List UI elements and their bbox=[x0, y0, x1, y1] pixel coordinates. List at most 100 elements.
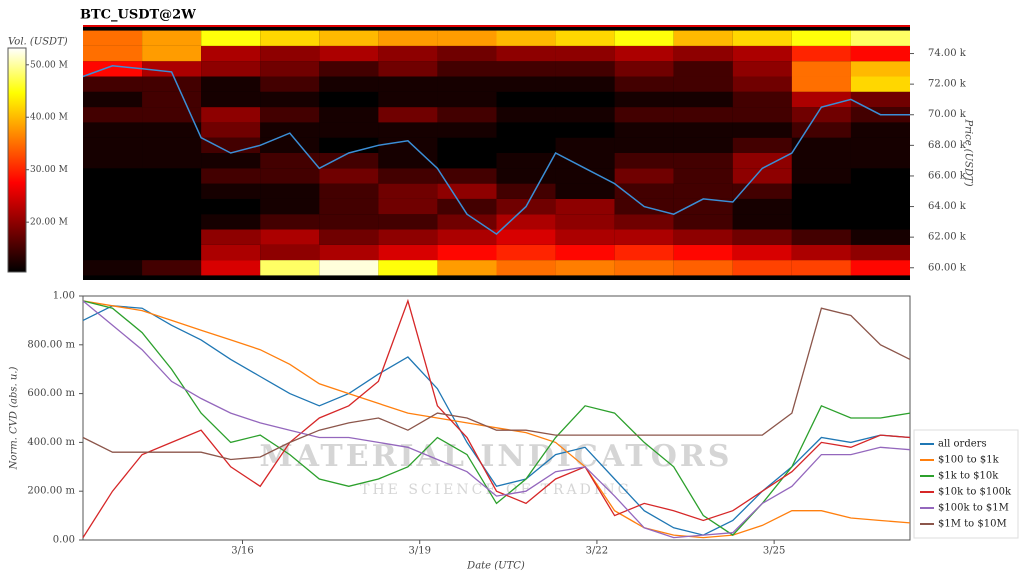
heat-cell bbox=[319, 91, 379, 108]
heat-cell bbox=[142, 30, 202, 46]
data-line bbox=[82, 305, 911, 536]
heat-cell bbox=[201, 45, 261, 62]
heat-cell bbox=[83, 107, 143, 123]
heat-cell bbox=[319, 30, 379, 46]
heat-cell bbox=[142, 61, 202, 77]
heat-cell bbox=[673, 260, 733, 276]
chart-title: BTC_USDT@2W bbox=[80, 8, 196, 23]
heat-cell bbox=[437, 244, 497, 261]
heat-cell bbox=[201, 30, 261, 46]
heat-cell bbox=[732, 214, 792, 230]
heat-cell bbox=[496, 229, 556, 245]
heat-cell bbox=[83, 244, 143, 261]
heat-cell bbox=[555, 183, 615, 199]
heat-cell bbox=[378, 229, 438, 245]
heat-cell bbox=[791, 244, 851, 261]
heat-cell bbox=[732, 229, 792, 245]
heat-cell bbox=[791, 91, 851, 108]
heat-cell bbox=[496, 107, 556, 123]
heat-cell bbox=[850, 91, 910, 108]
colorbar-tick-label: 40.00 M bbox=[30, 113, 68, 123]
heat-cell bbox=[83, 76, 143, 92]
heat-cell bbox=[614, 76, 674, 92]
heat-cell bbox=[201, 168, 261, 184]
x-tick-label: 3/22 bbox=[586, 546, 608, 557]
heat-cell bbox=[437, 76, 497, 92]
heat-cell bbox=[850, 153, 910, 169]
heat-cell bbox=[496, 183, 556, 199]
heat-cell bbox=[732, 61, 792, 77]
y-tick-label: 62.00 k bbox=[928, 232, 967, 243]
heat-cell bbox=[260, 214, 320, 230]
heat-cell bbox=[319, 122, 379, 138]
y-axis-label: Norm. CVD (abs. u.) bbox=[9, 367, 20, 471]
heat-cell bbox=[260, 30, 320, 46]
heat-cell bbox=[201, 260, 261, 276]
heat-cell bbox=[673, 61, 733, 77]
heat-cell bbox=[378, 260, 438, 276]
heat-cell bbox=[614, 107, 674, 123]
y-tick-label: 0.00 bbox=[53, 535, 75, 546]
heat-cell bbox=[732, 137, 792, 153]
y-tick-label: 72.00 k bbox=[928, 79, 967, 90]
y-tick-label: 68.00 k bbox=[928, 140, 967, 151]
heat-cell bbox=[319, 45, 379, 62]
heat-cell bbox=[437, 198, 497, 215]
heat-cell bbox=[850, 229, 910, 245]
heat-cell bbox=[555, 153, 615, 169]
heat-cell bbox=[555, 244, 615, 261]
heat-cell bbox=[791, 198, 851, 215]
heat-cell bbox=[260, 168, 320, 184]
heat-cell bbox=[201, 61, 261, 77]
heat-cell bbox=[673, 76, 733, 92]
legend-label: $100k to $1M bbox=[938, 503, 1009, 514]
heat-cell bbox=[732, 30, 792, 46]
heat-cell bbox=[260, 260, 320, 276]
heat-cell bbox=[614, 122, 674, 138]
heat-cell bbox=[850, 76, 910, 92]
heat-cell bbox=[791, 168, 851, 184]
legend-label: all orders bbox=[938, 439, 987, 450]
heat-cell bbox=[850, 244, 910, 261]
heat-cell bbox=[83, 183, 143, 199]
heat-cell bbox=[496, 122, 556, 138]
heat-cell bbox=[319, 229, 379, 245]
heat-cell bbox=[555, 107, 615, 123]
heat-cell bbox=[673, 122, 733, 138]
heat-cell bbox=[673, 168, 733, 184]
heat-cell bbox=[319, 76, 379, 92]
heat-cell bbox=[496, 260, 556, 276]
heat-cell bbox=[142, 214, 202, 230]
heat-cell bbox=[319, 107, 379, 123]
heat-cell bbox=[732, 76, 792, 92]
heat-cell bbox=[555, 61, 615, 77]
heat-cell bbox=[142, 229, 202, 245]
heat-cell bbox=[850, 45, 910, 62]
heat-cell bbox=[378, 168, 438, 184]
heat-cell bbox=[378, 107, 438, 123]
heat-cell bbox=[83, 30, 143, 46]
data-line bbox=[82, 298, 911, 538]
heat-cell bbox=[614, 153, 674, 169]
heat-cell bbox=[732, 91, 792, 108]
data-line bbox=[82, 307, 911, 461]
heat-cell bbox=[437, 122, 497, 138]
data-line bbox=[82, 300, 911, 539]
heat-cell bbox=[673, 153, 733, 169]
heat-cell bbox=[260, 229, 320, 245]
heat-cell bbox=[673, 229, 733, 245]
heat-cell bbox=[378, 214, 438, 230]
heat-cell bbox=[791, 45, 851, 62]
heat-cell bbox=[437, 137, 497, 153]
heat-cell bbox=[850, 30, 910, 46]
heat-cell bbox=[791, 214, 851, 230]
heat-cell bbox=[378, 76, 438, 92]
y-tick-label: 400.00 m bbox=[27, 437, 75, 448]
heat-cell bbox=[378, 122, 438, 138]
heat-cell bbox=[732, 260, 792, 276]
legend-label: $1M to $10M bbox=[938, 519, 1007, 530]
y-tick-label: 64.00 k bbox=[928, 201, 967, 212]
heat-cell bbox=[791, 107, 851, 123]
heat-cell bbox=[496, 76, 556, 92]
